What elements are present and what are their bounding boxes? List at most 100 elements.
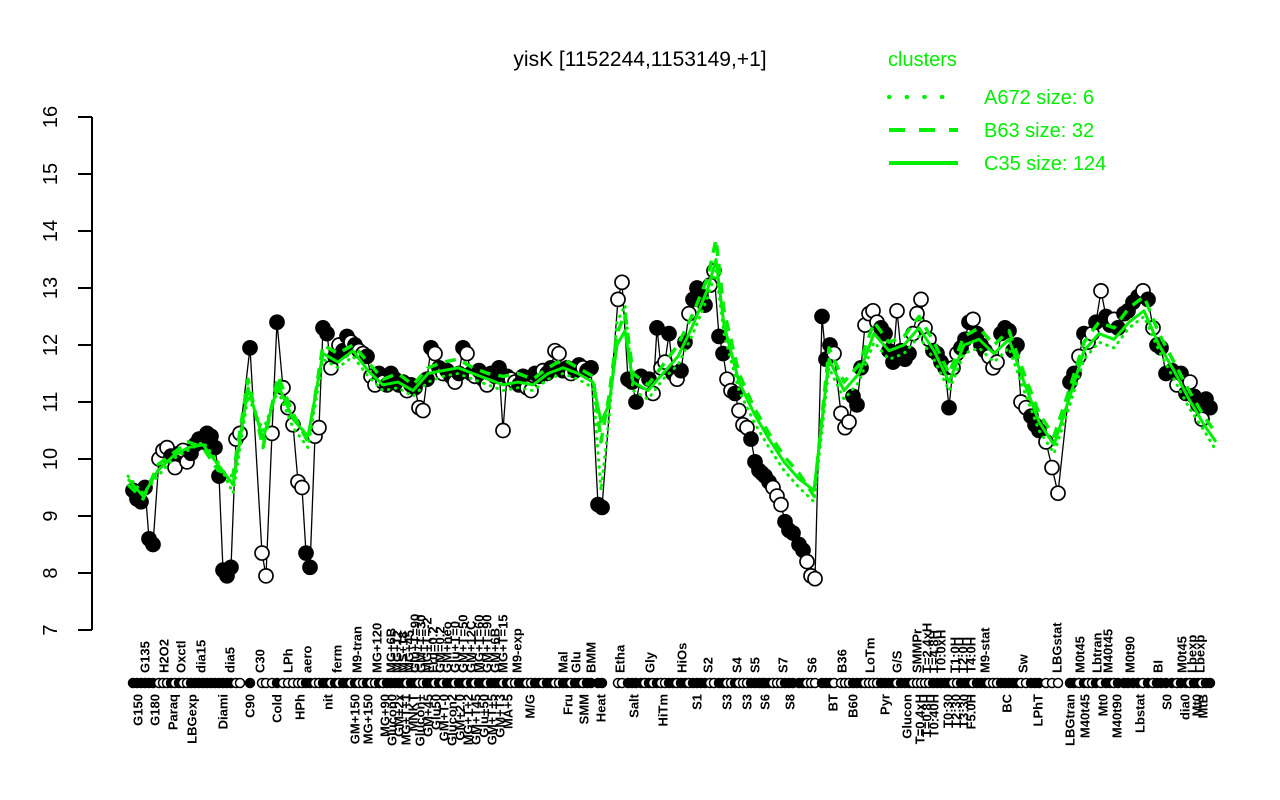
x-axis-label-top: Lbexp <box>1185 635 1200 673</box>
data-point-open <box>1093 283 1109 299</box>
x-axis-label-top: LBGstat <box>1050 622 1065 673</box>
x-axis-label-top: SMMPr <box>910 629 925 673</box>
x-axis-label-top: MG+45 <box>402 630 417 673</box>
y-axis-tick-label: 16 <box>40 106 62 128</box>
x-axis-label-top: Lbtran <box>1090 633 1105 674</box>
x-axis-label-top: MS+18 <box>396 631 411 673</box>
x-axis-label-bottom: GM+T45 <box>469 694 484 745</box>
x-axis-label-bottom: C90 <box>243 694 258 718</box>
x-axis-label-top: GM=0.2 <box>433 626 448 673</box>
x-axis-label-bottom: SMM <box>577 694 592 724</box>
x-axis-label-top: Etha <box>613 644 628 673</box>
x-axis-label-top: B36 <box>835 649 850 673</box>
x-axis-label-top: dia15 <box>194 640 209 673</box>
x-axis-label-bottom: F5.0H <box>964 694 979 729</box>
data-point-open <box>841 414 857 430</box>
condition-strip-dot <box>596 677 608 689</box>
x-axis-label-top: LPh <box>281 648 296 673</box>
x-axis-label-bottom: MG+T+2 <box>461 694 476 745</box>
x-axis-label-top: M0t45 <box>1175 636 1190 673</box>
x-axis-label-top: GM+12C <box>464 620 479 673</box>
x-axis-label-top: HiOs <box>675 643 690 673</box>
y-axis-tick-label: 12 <box>40 334 62 356</box>
x-axis-label-top: BI <box>1151 660 1166 673</box>
data-point-open <box>551 345 567 362</box>
x-axis-label-bottom: GM+2.0 <box>453 694 468 741</box>
y-axis-tick-label: 13 <box>40 277 62 299</box>
x-axis-label-top: Glu+T=90 <box>408 614 423 673</box>
x-axis-label-bottom: Glu50 <box>429 694 444 730</box>
x-axis-label-top: M9-stat <box>978 627 993 673</box>
data-point-open <box>1050 485 1066 502</box>
x-axis-label-top: GM+6B <box>488 628 503 673</box>
data-point-filled <box>628 394 644 410</box>
condition-strip-dot <box>234 677 246 689</box>
x-axis-label-top: GM+neo <box>440 621 455 673</box>
x-axis-label-top: T=4.8H <box>927 630 942 673</box>
data-point-filled <box>207 439 223 456</box>
x-axis-label-bottom: MtB <box>1196 694 1211 719</box>
data-point-open <box>989 354 1005 370</box>
x-axis-label-top: BMM <box>584 642 599 673</box>
x-axis-label-top: T0:0xH <box>934 630 949 673</box>
legend: clusters A672 size: 6 B63 size: 32 C35 size… <box>887 49 1106 175</box>
data-point-open <box>427 345 443 362</box>
x-axis-label-bottom: LPhT <box>1031 694 1046 727</box>
x-axis-label-bottom: Glucon2 <box>445 694 460 746</box>
x-axis-label-bottom: T2:30 <box>949 694 964 728</box>
legend-entry-label: B63 size: 32 <box>984 120 1094 142</box>
x-axis-label-top: M0t45 <box>1073 636 1088 673</box>
data-point-filled <box>133 493 149 510</box>
data-point-filled <box>941 399 957 416</box>
data-point-filled <box>319 325 335 342</box>
data-point-filled <box>673 362 689 379</box>
x-axis-label-bottom: S1 <box>690 694 705 710</box>
condition-strip-dot <box>1204 677 1216 689</box>
data-point-filled <box>298 545 314 561</box>
x-axis-label-bottom: Cold <box>270 694 285 723</box>
data-point-open <box>495 422 511 439</box>
x-axis-label-bottom: GM+T3 <box>493 694 508 738</box>
x-axis-label-bottom: BC <box>1000 693 1015 712</box>
x-axis-label-top: MG+12 <box>390 630 405 673</box>
data-point-open <box>799 553 815 570</box>
condition-strip-dot <box>244 677 256 689</box>
x-axis-label-bottom: Pyr <box>878 694 893 715</box>
x-axis-label-top: LoTm <box>863 638 878 673</box>
x-axis-label-top: GM+T=90 <box>480 614 495 673</box>
x-axis-label-top: G/S <box>890 650 905 673</box>
data-point-open <box>773 496 789 513</box>
x-axis-label-top: Sw <box>1016 653 1031 673</box>
data-point-open <box>807 570 823 587</box>
y-axis-tick-label: 15 <box>40 163 62 185</box>
x-axis-label-top: GM+T=50 <box>456 614 471 673</box>
data-point-filled <box>359 348 375 365</box>
x-axis-label-top: T2:0H <box>956 637 971 673</box>
x-axis-label-bottom: Glucon <box>900 694 915 739</box>
data-point-open <box>614 274 630 291</box>
x-axis-label-bottom: MG+T+1 <box>399 694 414 745</box>
x-axis-label-top: dia5 <box>223 647 238 673</box>
x-axis-label-bottom: MA+5 <box>501 694 516 729</box>
y-axis: 7 8 9 10 11 12 13 14 15 16 <box>40 106 93 636</box>
y-axis-tick-label: 11 <box>40 392 62 413</box>
x-axis-label-bottom: G150 <box>131 694 146 726</box>
x-axis-label-top: aero <box>300 645 315 673</box>
data-point-open <box>311 419 327 436</box>
x-axis-label-bottom: M40t90 <box>1110 694 1125 738</box>
data-point-filled <box>1202 399 1218 416</box>
x-axis-label-bottom: M40t45 <box>1078 694 1093 738</box>
data-point-open <box>731 402 747 419</box>
x-axis-label-bottom: nit <box>321 693 336 710</box>
data-point-filled <box>594 499 610 516</box>
y-axis-tick-label: 7 <box>40 624 62 635</box>
data-point-open <box>1044 459 1060 476</box>
x-axis-label-bottom: HPh <box>293 694 308 720</box>
data-point-open <box>294 479 310 496</box>
x-axis-label-top: S2 <box>701 657 716 673</box>
x-axis-label-bottom: Salt <box>627 693 642 718</box>
x-axis-label-top: ferm <box>330 645 345 673</box>
x-axis-label-top: GM+T=30 <box>414 614 429 673</box>
